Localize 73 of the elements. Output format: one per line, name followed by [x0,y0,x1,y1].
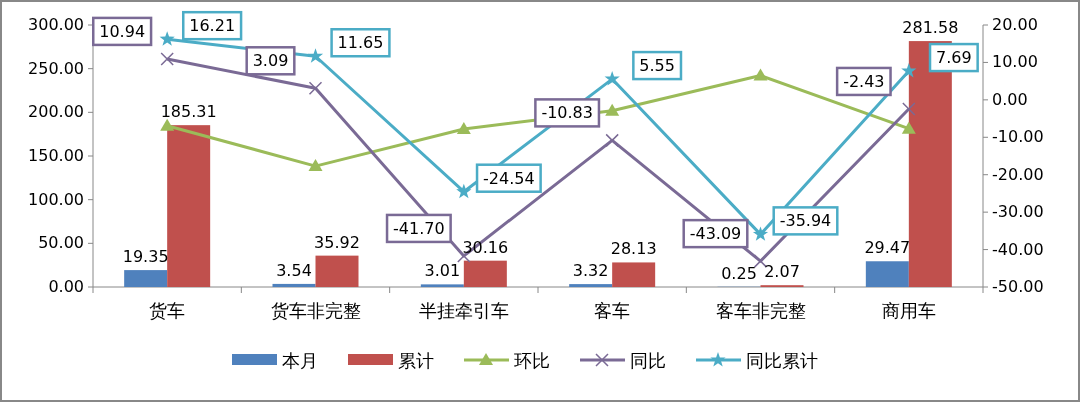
data-label: -24.54 [483,168,535,188]
bar [272,283,316,287]
bar [315,255,359,287]
y2-tick-label: -20.00 [992,164,1044,184]
x-tick-label: 客车 [594,300,631,321]
y-tick-label: 300.00 [28,15,84,34]
point [902,102,916,116]
data-label: 3.01 [424,261,461,281]
data-label: -10.83 [541,103,593,123]
legend-label: 环比 [514,350,550,371]
x-tick-label: 客车非完整 [715,300,806,321]
data-label: 29.47 [864,238,911,258]
data-label: -2.43 [843,71,885,91]
point [456,183,472,199]
data-label: 28.13 [610,239,657,259]
data-label: 7.69 [936,48,972,68]
y2-tick-label: -10.00 [992,127,1044,147]
bar [420,284,464,287]
data-label: 281.58 [902,18,959,38]
point [604,71,620,86]
data-label: 5.55 [639,56,675,76]
x-tick-label: 货车非完整 [270,300,361,321]
bar [569,284,613,287]
point [308,159,323,172]
y-tick-label: 0.00 [48,277,84,296]
point [752,226,769,241]
point [160,118,175,131]
data-label: -43.09 [689,224,742,244]
point [753,68,768,81]
point [307,48,324,63]
y2-tick-label: -50.00 [992,277,1044,296]
legend-label: 同比累计 [746,350,818,371]
data-label: 185.31 [160,102,217,122]
x-tick-label: 商用车 [881,300,936,321]
data-label: 10.94 [99,21,146,41]
y-tick-label: 50.00 [38,233,84,253]
bar [865,261,909,287]
y2-tick-label: -40.00 [992,239,1044,259]
legend-label: 累计 [398,350,434,371]
data-label: 2.07 [764,262,800,282]
point [456,122,471,135]
y-tick-label: 100.00 [28,189,84,209]
y2-tick-label: 20.00 [992,15,1038,34]
y2-tick-label: 10.00 [992,52,1038,72]
data-label: -41.70 [393,218,445,238]
point [901,121,916,134]
bar [463,260,507,287]
point [901,63,917,78]
bar [124,270,168,287]
y-tick-label: 150.00 [28,146,84,165]
legend-label: 本月 [282,350,318,371]
legend-label: 同比 [630,350,666,371]
y2-tick-label: -30.00 [992,202,1044,222]
data-label: 3.32 [572,261,609,281]
bar [167,125,211,287]
data-label: 16.21 [189,16,236,36]
bar [612,262,656,287]
point [605,133,619,148]
point [160,52,174,66]
point [605,103,620,116]
data-label: 0.25 [721,263,757,283]
y-tick-label: 200.00 [28,102,84,122]
data-label: -35.94 [779,211,832,231]
point [159,31,175,46]
y-tick-label: 250.00 [28,58,84,78]
data-label: 35.92 [314,232,360,252]
y2-tick-label: 0.00 [992,89,1028,109]
x-tick-label: 货车 [149,300,186,321]
point [308,81,323,96]
x-tick-label: 半挂牵引车 [418,300,509,321]
data-label: 11.65 [337,33,384,53]
data-label: 3.09 [252,51,289,71]
data-label: 3.54 [276,260,312,280]
